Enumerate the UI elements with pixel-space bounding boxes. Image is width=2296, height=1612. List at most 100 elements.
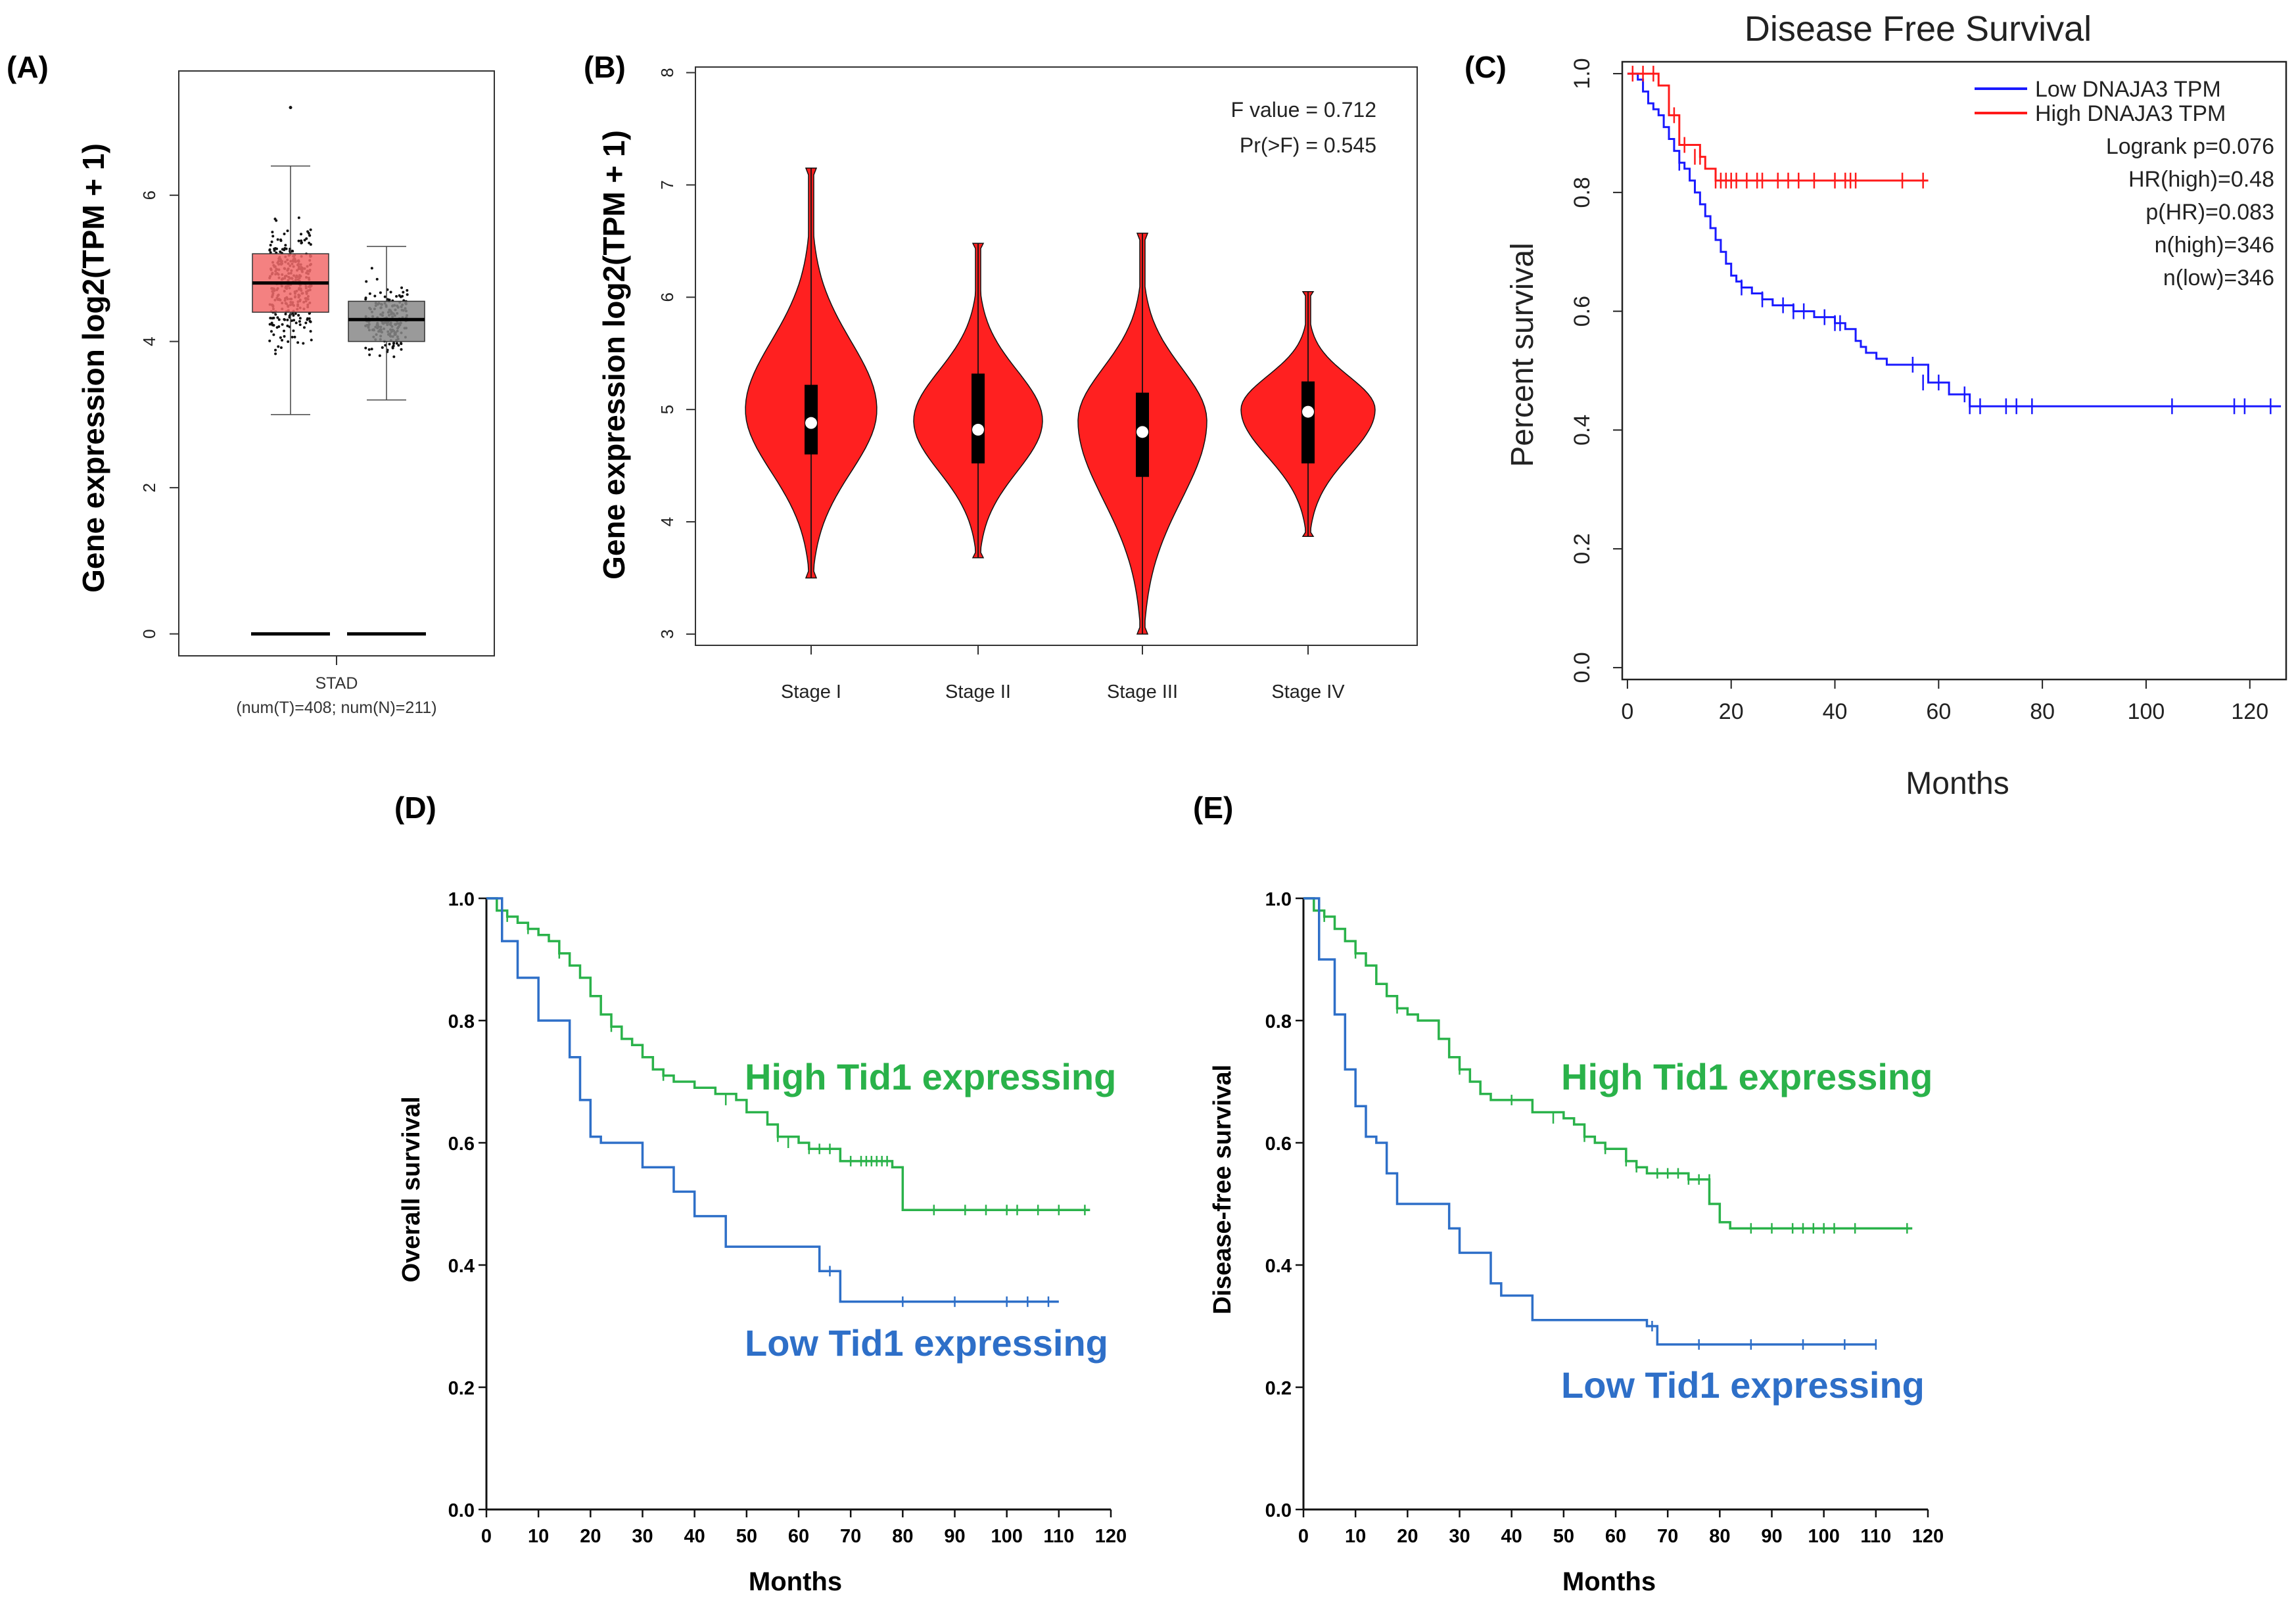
y-tick-label: 0: [139, 629, 159, 638]
jitter-point: [279, 336, 282, 339]
panel-b-ylabel: Gene expression log2(TPM + 1): [597, 130, 631, 580]
jitter-point: [388, 342, 391, 346]
violin-median-dot: [1302, 405, 1314, 418]
x-tick-label: 10: [528, 1526, 549, 1547]
jitter-point: [287, 340, 290, 343]
jitter-point: [306, 317, 309, 320]
jitter-point: [283, 248, 286, 252]
panel-d-curves: [486, 897, 1090, 1307]
y-tick-label: 0.0: [1570, 652, 1595, 683]
jitter-point: [395, 294, 398, 298]
y-tick-label: 0.4: [1265, 1256, 1292, 1277]
jitter-point: [293, 335, 296, 338]
jitter-point: [271, 231, 274, 234]
x-tick-label: 30: [632, 1526, 653, 1547]
panel-d-label: (D): [394, 791, 436, 825]
jitter-point: [277, 325, 281, 329]
y-tick-label: 5: [657, 405, 677, 414]
jitter-point: [308, 319, 312, 323]
jitter-point: [406, 288, 409, 292]
jitter-point: [368, 353, 371, 356]
y-tick-label: 0.0: [1265, 1500, 1292, 1521]
jitter-point: [297, 239, 300, 242]
jitter-point: [386, 298, 389, 301]
jitter-point: [283, 233, 286, 236]
panel-b: (B) 3 4 5 6 7 8 Gene expression log2(TPM + 1)…: [584, 50, 1418, 702]
panel-b-stat-f: F value = 0.712: [1231, 98, 1376, 122]
jitter-point: [286, 324, 289, 327]
jitter-point: [365, 280, 368, 283]
y-tick-label: 1.0: [1265, 889, 1292, 910]
panel-a-category-label: STAD: [316, 674, 358, 693]
x-tick-label: 100: [991, 1526, 1022, 1547]
y-tick-label: 1.0: [448, 889, 475, 910]
panel-e-ylabel: Disease-free survival: [1209, 1065, 1236, 1314]
jitter-point: [286, 318, 289, 321]
y-tick-label: 0.2: [1570, 534, 1595, 564]
jitter-point: [291, 250, 294, 253]
panel-e: (E) 0 10 20 30 40 50 60 70 80 90 100 110 120 0.0 0.2 0.…: [1193, 791, 1944, 1596]
x-tick-label: 50: [1553, 1526, 1574, 1547]
jitter-point: [392, 355, 396, 358]
panel-a-plot-frame: [178, 70, 495, 656]
jitter-point: [297, 216, 300, 219]
jitter-point: [367, 348, 371, 351]
x-tick-label: 20: [580, 1526, 601, 1547]
panel-a-label: (A): [7, 50, 49, 84]
jitter-point: [303, 239, 306, 242]
panel-a-category-sublabel: (num(T)=408; num(N)=211): [236, 699, 436, 717]
violin-median-dot: [972, 423, 984, 436]
jitter-point: [285, 247, 288, 250]
jitter-point: [281, 338, 284, 342]
jitter-point: [291, 311, 294, 315]
jitter-point: [400, 342, 403, 346]
jitter-point: [406, 293, 409, 296]
outlier-point: [289, 106, 293, 110]
jitter-point: [304, 321, 308, 325]
x-tick-label: 100: [1808, 1526, 1839, 1547]
violin-median-dot: [805, 417, 817, 429]
panel-c-title: Disease Free Survival: [1745, 9, 2092, 49]
jitter-point: [381, 346, 384, 349]
panel-e-xlabel: Months: [1562, 1567, 1656, 1596]
y-tick-label: 0.4: [448, 1256, 475, 1277]
x-tick-label: 40: [684, 1526, 705, 1547]
panel-c: (C) Disease Free Survival 0 20 40 60 80 100 12…: [1464, 9, 2287, 801]
jitter-point: [274, 313, 277, 316]
y-tick-label: 4: [139, 336, 159, 346]
jitter-point: [397, 344, 400, 347]
jitter-point: [277, 318, 281, 321]
jitter-point: [269, 330, 273, 333]
jitter-point: [272, 333, 275, 336]
jitter-point: [275, 247, 278, 250]
y-tick-label: 4: [657, 517, 677, 526]
jitter-point: [279, 250, 282, 254]
jitter-point: [269, 251, 272, 254]
jitter-point: [292, 329, 295, 333]
x-tick-label: 80: [1709, 1526, 1730, 1547]
y-tick-label: 0.2: [448, 1378, 475, 1399]
panel-d-low-label: Low Tid1 expressing: [745, 1322, 1108, 1364]
x-tick-label: 50: [736, 1526, 757, 1547]
jitter-point: [283, 334, 286, 338]
jitter-point: [302, 326, 306, 329]
jitter-point: [392, 344, 395, 348]
jitter-point: [269, 316, 272, 319]
panel-c-legend: Low DNAJA3 TPM High DNAJA3 TPM Logrank p…: [1975, 77, 2274, 290]
x-tick-label: 90: [944, 1526, 965, 1547]
jitter-point: [294, 321, 298, 325]
x-tick-label: 40: [1501, 1526, 1522, 1547]
jitter-point: [395, 342, 398, 345]
jitter-point: [271, 317, 274, 320]
jitter-point: [298, 323, 302, 327]
km-curve: [486, 897, 1090, 1212]
jitter-point: [370, 348, 373, 351]
jitter-point: [292, 314, 295, 317]
panel-a-boxes: [251, 106, 426, 636]
jitter-point: [281, 323, 284, 326]
jitter-point: [379, 291, 382, 294]
panel-b-stat-p: Pr(>F) = 0.545: [1240, 133, 1376, 157]
panel-d-high-label: High Tid1 expressing: [745, 1056, 1116, 1097]
x-tick-label: 60: [788, 1526, 809, 1547]
